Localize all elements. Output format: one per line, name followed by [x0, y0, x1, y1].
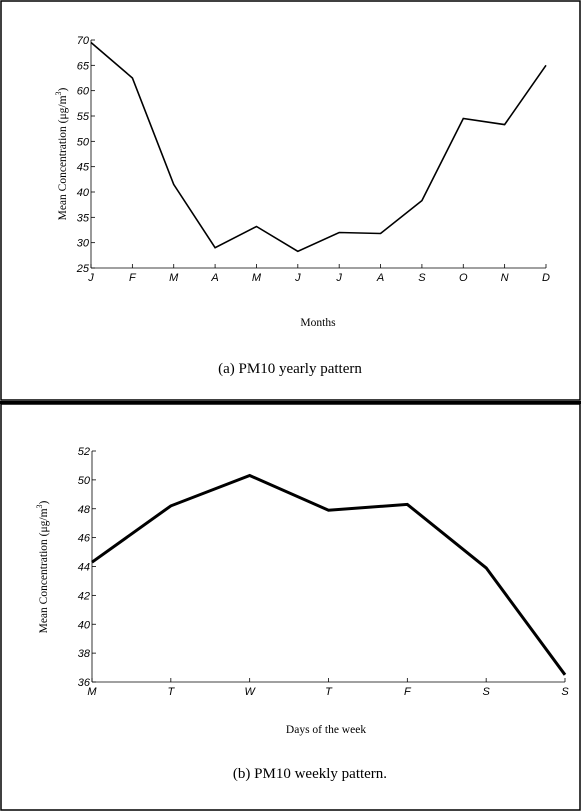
panel-b-border [0, 403, 581, 811]
chart-b-y-tick-label: 50 [78, 475, 91, 487]
chart-a-y-tick-label: 70 [77, 35, 90, 47]
chart-a-x-tick-label: A [210, 272, 218, 284]
chart-a-x-tick-label: J [294, 272, 301, 284]
chart-b-y-tick-label: 38 [78, 648, 91, 660]
chart-b-ylabel-close: ) [38, 500, 50, 504]
chart-a-ylabel: Mean Concentration (μg/m3) [54, 87, 69, 220]
chart-b-caption: (b) PM10 weekly pattern. [233, 766, 387, 782]
chart-a-series-line [90, 41, 547, 253]
chart-a-caption: (a) PM10 yearly pattern [218, 361, 362, 377]
chart-b-ylabel: Mean Concentration (μg/m3) [35, 500, 50, 633]
chart-b-x-tick-label: S [482, 686, 490, 698]
chart-a-y-tick-label: 45 [77, 162, 90, 174]
chart-b-y-tick-label: 42 [78, 590, 90, 602]
chart-b: 36 38 40 42 44 46 48 50 52 M T W T F S S Mean Concentr… [35, 446, 569, 782]
chart-a-y-tick-label: 30 [77, 238, 90, 250]
chart-b-y-tick-label: 46 [78, 533, 91, 545]
chart-a-y-tick-label: 55 [77, 111, 90, 123]
chart-a-y-tick-label: 25 [76, 263, 90, 275]
chart-a-x-tick-label: O [459, 272, 468, 284]
chart-a-y-tick-label: 40 [77, 187, 90, 199]
chart-a-y-ticks: 25 30 35 40 45 50 55 60 65 70 [76, 35, 95, 275]
chart-b-x-tick-label: F [404, 686, 412, 698]
chart-b-y-tick-label: 44 [78, 562, 90, 574]
chart-a-x-tick-label: F [129, 272, 137, 284]
chart-b-y-tick-label: 52 [78, 446, 90, 458]
chart-b-x-tick-label: T [167, 686, 175, 698]
chart-a-y-tick-label: 65 [77, 60, 90, 72]
chart-a-y-tick-label: 60 [77, 86, 90, 98]
chart-a-ylabel-sup: 3 [54, 91, 63, 95]
chart-b-series-line [91, 473, 567, 676]
panel-a-border [0, 0, 581, 401]
chart-a-xlabel: Months [300, 317, 336, 329]
chart-b-ylabel-sup: 3 [35, 504, 44, 508]
chart-b-y-tick-label: 40 [78, 619, 91, 631]
chart-b-y-ticks: 36 38 40 42 44 46 48 50 52 [78, 446, 96, 689]
chart-b-xlabel: Days of the week [286, 724, 366, 736]
chart-a-ylabel-close: ) [57, 87, 69, 91]
chart-b-y-tick-label: 36 [78, 677, 91, 689]
chart-a-y-tick-label: 50 [77, 136, 90, 148]
chart-b-x-tick-label: T [325, 686, 333, 698]
chart-b-x-tick-label: S [561, 686, 569, 698]
chart-a: 25 30 35 40 45 50 55 60 65 70 J F M A M J J A S O N D Mean C… [54, 35, 550, 377]
chart-a-x-tick-label: N [501, 272, 509, 284]
chart-a-x-tick-label: J [87, 272, 94, 284]
chart-a-y-tick-label: 35 [77, 212, 90, 224]
chart-a-x-tick-label: M [169, 272, 179, 284]
chart-b-y-tick-label: 48 [78, 504, 91, 516]
chart-b-x-tick-label: W [244, 686, 256, 698]
chart-a-x-tick-label: J [335, 272, 342, 284]
chart-a-x-tick-label: M [252, 272, 262, 284]
chart-a-x-tick-label: D [542, 272, 550, 284]
chart-a-x-tick-label: S [418, 272, 426, 284]
chart-b-x-tick-label: M [87, 686, 97, 698]
chart-a-x-tick-label: A [376, 272, 384, 284]
